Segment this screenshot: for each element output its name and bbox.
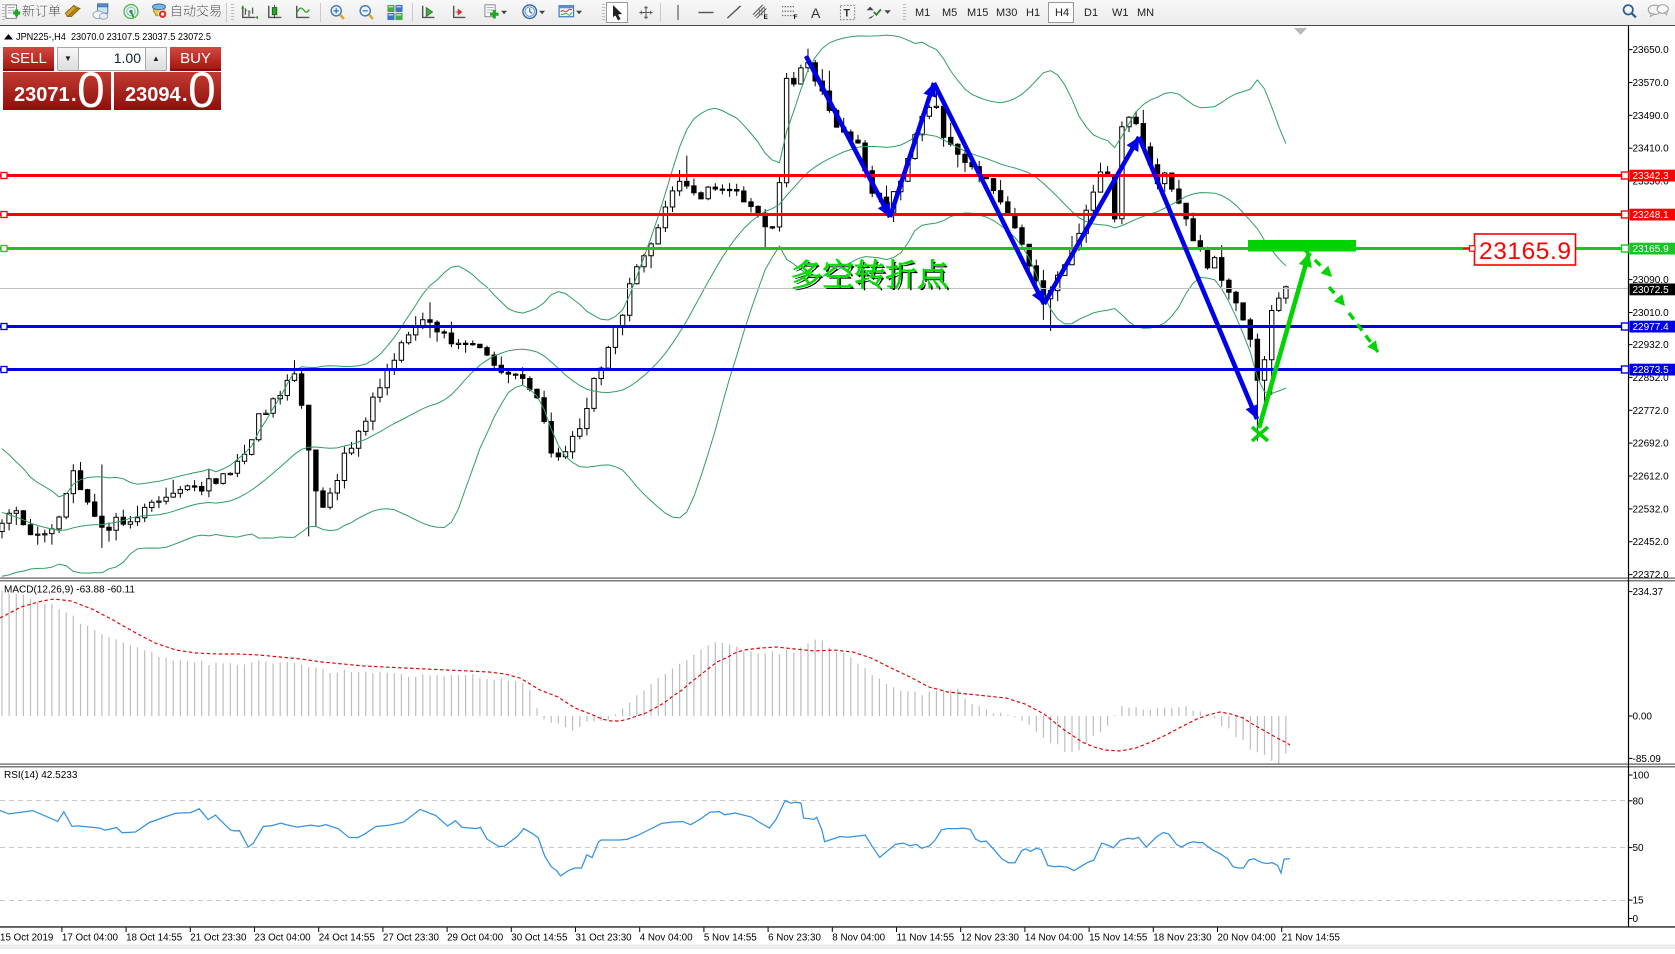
svg-text:24 Oct 14:55: 24 Oct 14:55 xyxy=(319,933,376,944)
svg-text:23 Oct 04:00: 23 Oct 04:00 xyxy=(255,933,312,944)
svg-text:18 Nov 23:30: 18 Nov 23:30 xyxy=(1153,933,1212,944)
svg-text:E: E xyxy=(764,14,768,21)
svg-text:23410.0: 23410.0 xyxy=(1633,144,1670,155)
svg-text:15 Nov 14:55: 15 Nov 14:55 xyxy=(1089,933,1148,944)
svg-text:20 Nov 04:00: 20 Nov 04:00 xyxy=(1218,933,1277,944)
svg-text:17 Oct 04:00: 17 Oct 04:00 xyxy=(62,933,119,944)
svg-text:14 Nov 04:00: 14 Nov 04:00 xyxy=(1025,933,1084,944)
svg-text:30 Oct 14:55: 30 Oct 14:55 xyxy=(511,933,568,944)
svg-text:15: 15 xyxy=(1633,896,1645,907)
svg-text:31 Oct 23:30: 31 Oct 23:30 xyxy=(576,933,633,944)
svg-text:JPN225-,H4 23070.0 23107.5 23: JPN225-,H4 23070.0 23107.5 23037.5 23072… xyxy=(16,31,211,43)
svg-text:22452.0: 22452.0 xyxy=(1633,537,1670,548)
svg-text:11 Nov 14:55: 11 Nov 14:55 xyxy=(897,933,955,944)
svg-text:5 Nov 14:55: 5 Nov 14:55 xyxy=(704,933,757,944)
svg-text:0.00: 0.00 xyxy=(1633,712,1653,723)
svg-text:6 Nov 23:30: 6 Nov 23:30 xyxy=(768,933,821,944)
svg-text:22532.0: 22532.0 xyxy=(1633,504,1670,515)
svg-text:0: 0 xyxy=(1633,914,1639,925)
svg-text:4 Nov 04:00: 4 Nov 04:00 xyxy=(640,933,693,944)
svg-text:22772.0: 22772.0 xyxy=(1633,406,1670,417)
svg-text:22372.0: 22372.0 xyxy=(1633,570,1670,581)
svg-text:22977.4: 22977.4 xyxy=(1633,322,1670,333)
svg-text:23342.3: 23342.3 xyxy=(1633,171,1670,182)
svg-text:23650.0: 23650.0 xyxy=(1633,45,1670,56)
svg-text:RSI(14) 42.5233: RSI(14) 42.5233 xyxy=(4,770,78,781)
svg-text:22932.0: 22932.0 xyxy=(1633,340,1670,351)
svg-text:234.37: 234.37 xyxy=(1633,587,1664,598)
svg-text:-85.09: -85.09 xyxy=(1633,754,1662,765)
svg-text:22873.5: 22873.5 xyxy=(1633,365,1670,376)
svg-text:12 Nov 23:30: 12 Nov 23:30 xyxy=(961,933,1020,944)
svg-text:F: F xyxy=(794,14,798,21)
svg-text:23248.1: 23248.1 xyxy=(1633,210,1670,221)
svg-text:23072.5: 23072.5 xyxy=(1633,285,1670,296)
svg-text:23490.0: 23490.0 xyxy=(1633,111,1670,122)
svg-text:15 Oct 2019: 15 Oct 2019 xyxy=(0,933,53,944)
svg-text:21 Nov 14:55: 21 Nov 14:55 xyxy=(1282,933,1341,944)
svg-text:8 Nov 04:00: 8 Nov 04:00 xyxy=(832,933,885,944)
svg-text:80: 80 xyxy=(1633,796,1645,807)
svg-text:21 Oct 23:30: 21 Oct 23:30 xyxy=(190,933,247,944)
svg-text:23165.9: 23165.9 xyxy=(1479,238,1571,265)
svg-text:27 Oct 23:30: 27 Oct 23:30 xyxy=(383,933,440,944)
svg-text:29 Oct 04:00: 29 Oct 04:00 xyxy=(447,933,504,944)
svg-text:23165.9: 23165.9 xyxy=(1633,244,1670,255)
svg-text:23010.0: 23010.0 xyxy=(1633,308,1670,319)
svg-text:23570.0: 23570.0 xyxy=(1633,78,1670,89)
svg-text:18 Oct 14:55: 18 Oct 14:55 xyxy=(126,933,183,944)
svg-text:T: T xyxy=(844,8,851,20)
svg-text:22692.0: 22692.0 xyxy=(1633,439,1670,450)
svg-text:22612.0: 22612.0 xyxy=(1633,472,1670,483)
svg-text:50: 50 xyxy=(1633,843,1645,854)
svg-text:100: 100 xyxy=(1633,771,1650,782)
svg-text:MACD(12,26,9) -63.88 -60.11: MACD(12,26,9) -63.88 -60.11 xyxy=(4,585,135,596)
